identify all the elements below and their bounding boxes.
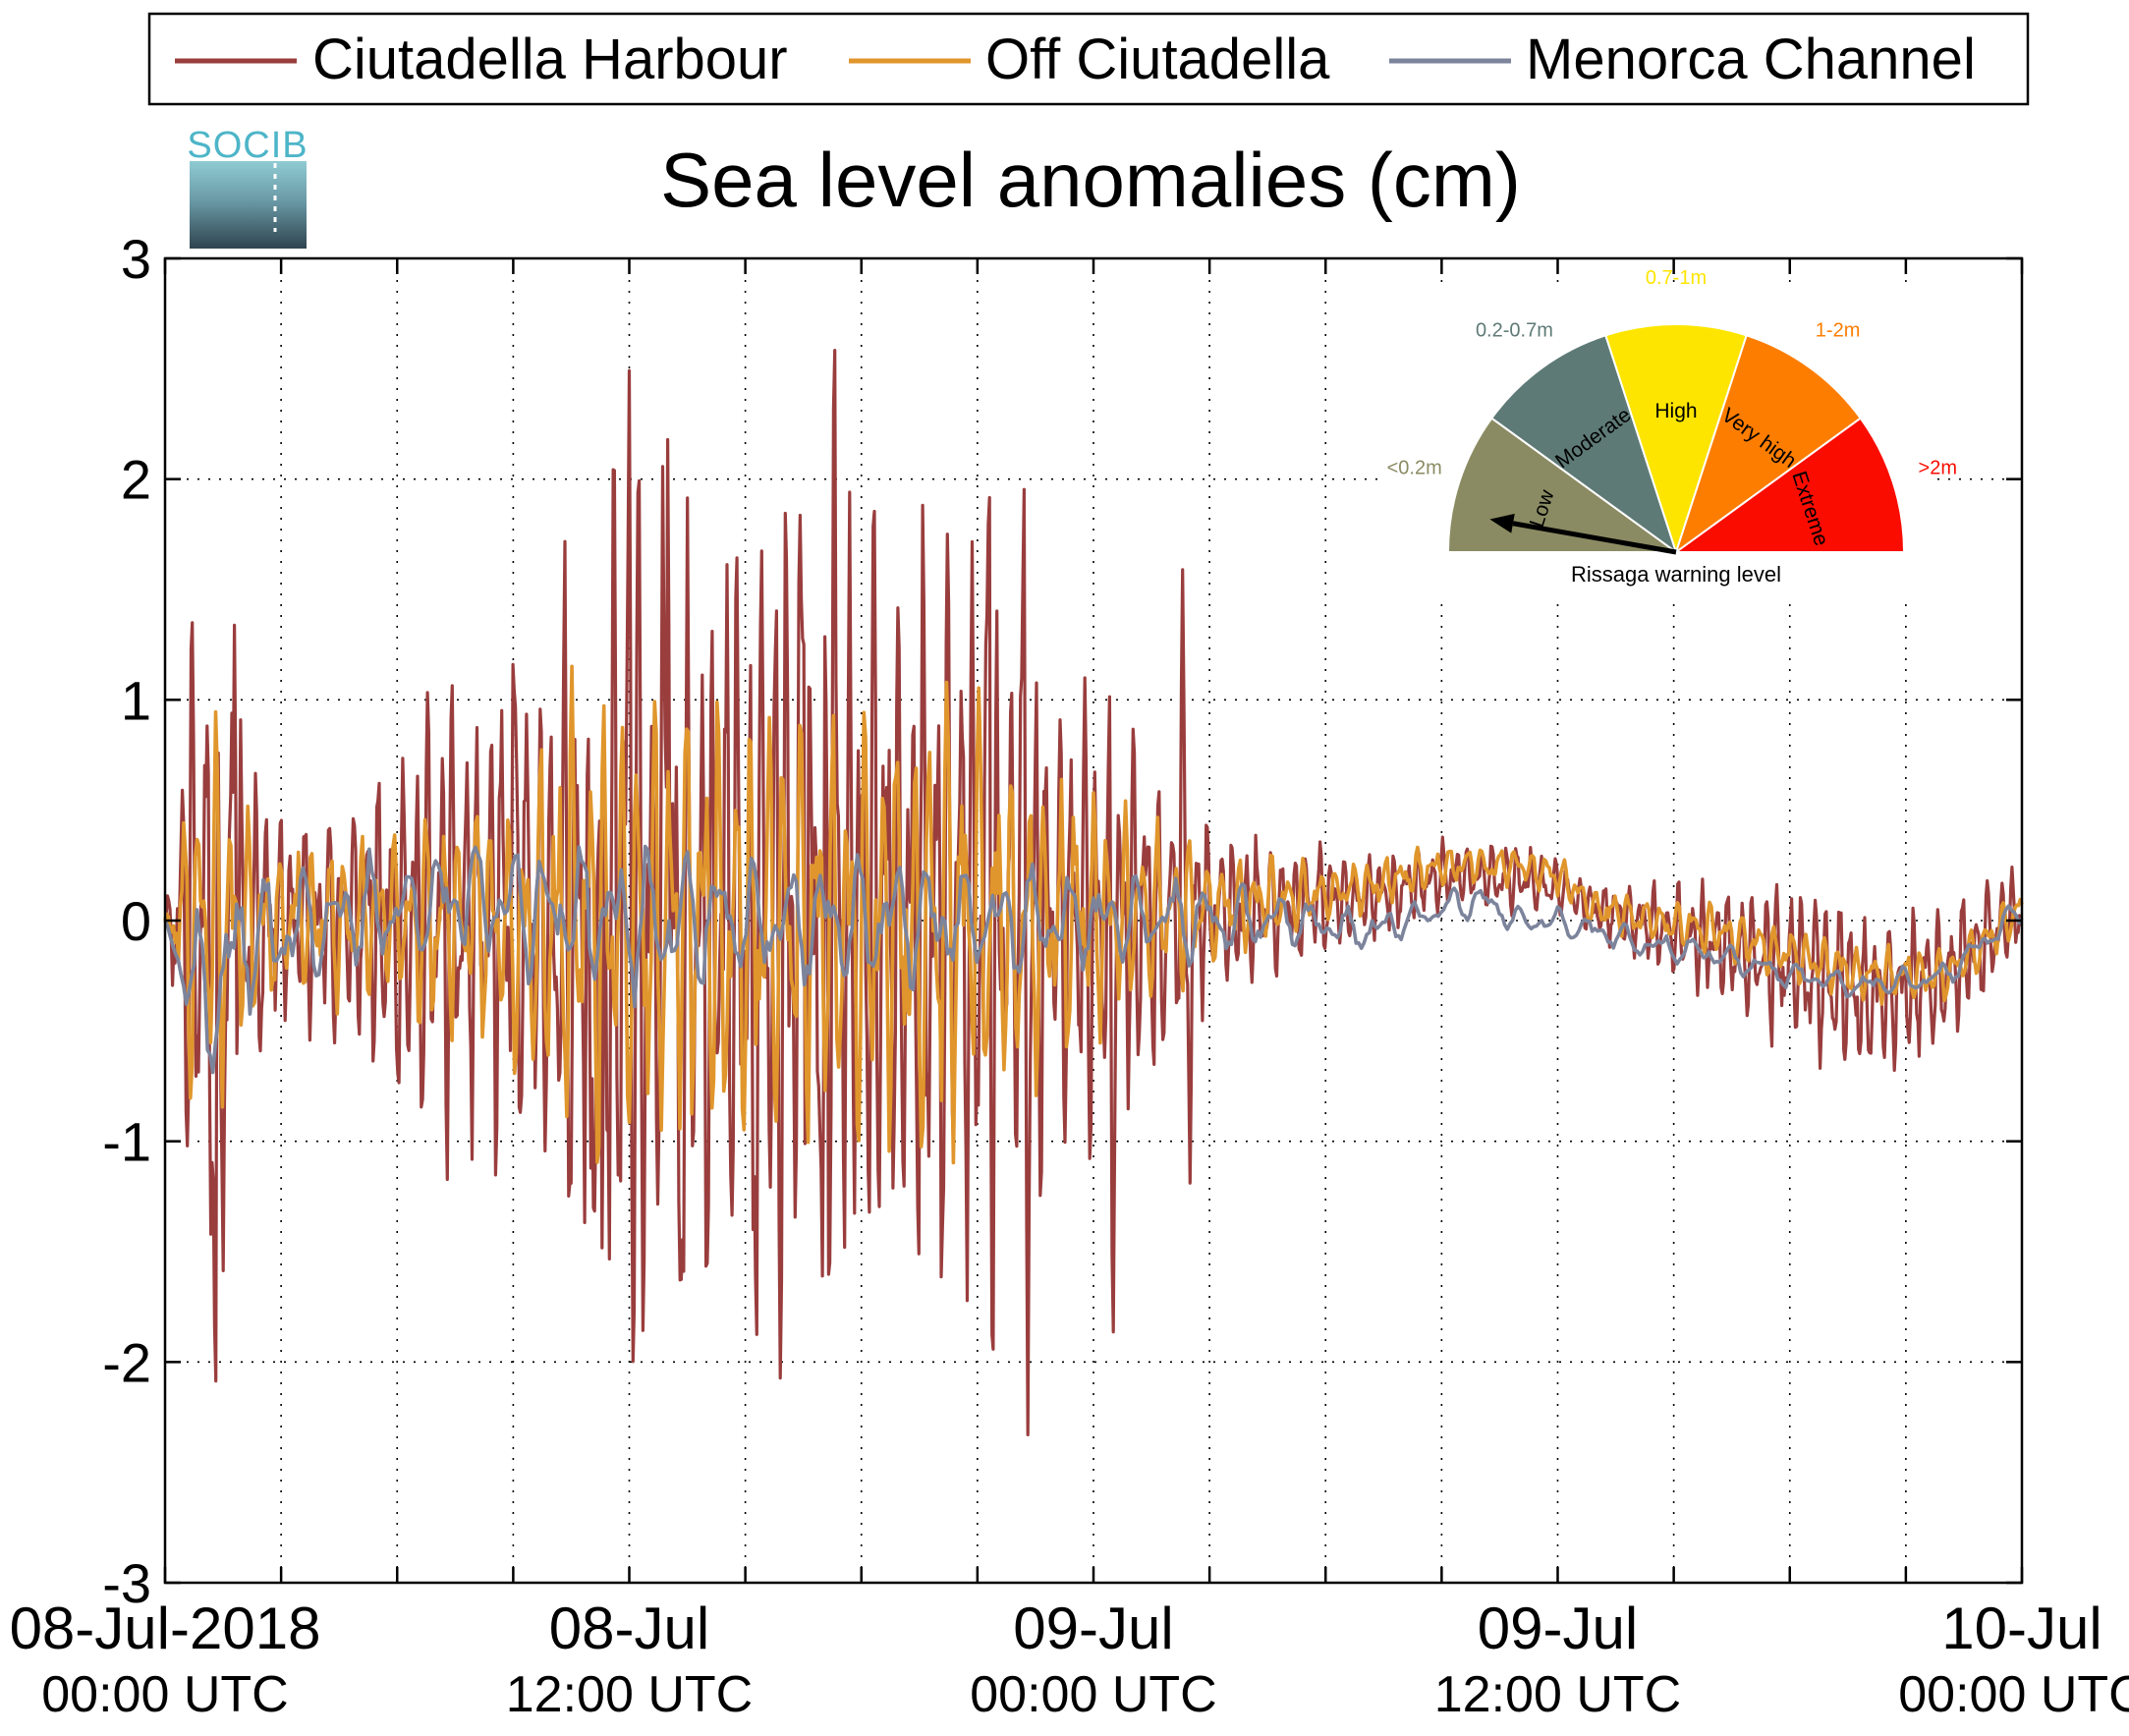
axis-ticks — [163, 256, 2024, 1585]
x-tick-label-date: 10-Jul — [1941, 1596, 2101, 1661]
legend: Ciutadella Harbour Off Ciutadella Menorc… — [147, 12, 2030, 106]
legend-box — [147, 12, 2030, 106]
x-tick-label-time: 12:00 UTC — [1434, 1666, 1681, 1723]
y-tick-label: 2 — [121, 449, 151, 511]
gauge-caption: Rissaga warning level — [1571, 562, 1781, 587]
series-lines — [163, 349, 2024, 1436]
y-tick-label: 3 — [121, 228, 151, 290]
chart-title: Sea level anomalies (cm) — [660, 137, 1521, 223]
legend-label-ciutadella-harbour: Ciutadella Harbour — [312, 28, 788, 91]
gauge-segment-very-high — [1674, 334, 1863, 555]
x-tick-label-date: 09-Jul — [1478, 1596, 1638, 1661]
gauge-segment-high — [1604, 323, 1748, 556]
gauge-segment-extreme — [1672, 417, 1906, 553]
socib-logo-block — [190, 161, 307, 249]
gauge-range-extreme: >2m — [1919, 457, 1957, 478]
gauge-pointer-shaft — [1512, 521, 1677, 555]
legend-label-off-ciutadella: Off Ciutadella — [985, 28, 1330, 91]
y-axis-tick-labels: -3 -2 -1 0 1 2 3 — [102, 228, 151, 1614]
x-tick-label-time: 00:00 UTC — [41, 1666, 288, 1723]
y-tick-label: 1 — [121, 669, 151, 731]
x-tick-label-date: 08-Jul-2018 — [10, 1596, 321, 1661]
socib-logo: SOCIB — [187, 125, 308, 249]
y-tick-label: 0 — [121, 890, 151, 952]
x-tick-label-date: 09-Jul — [1013, 1596, 1173, 1661]
gauge-range-low: <0.2m — [1387, 457, 1442, 478]
gauge-segment-moderate — [1489, 334, 1678, 555]
y-tick-label: -1 — [102, 1111, 151, 1173]
x-tick-label-time: 12:00 UTC — [506, 1666, 753, 1723]
socib-logo-text: SOCIB — [187, 125, 308, 166]
gauge-label-high: High — [1654, 400, 1697, 422]
x-tick-label-time: 00:00 UTC — [1898, 1666, 2129, 1723]
y-tick-label: -2 — [102, 1331, 151, 1393]
series-line-menorca-channel — [163, 844, 2024, 1075]
x-tick-label-date: 08-Jul — [549, 1596, 709, 1661]
legend-label-menorca-channel: Menorca Channel — [1526, 28, 1976, 91]
gauge-pointer-arrowhead — [1489, 513, 1515, 533]
gauge-range-very-high: 1-2m — [1816, 319, 1861, 341]
gauge-range-high: 0.7-1m — [1646, 267, 1707, 289]
x-tick-label-time: 00:00 UTC — [970, 1666, 1216, 1723]
gauge-range-moderate: 0.2-0.7m — [1476, 319, 1553, 341]
y-tick-label: -3 — [102, 1552, 151, 1614]
series-line-off-ciutadella — [163, 664, 2024, 1165]
